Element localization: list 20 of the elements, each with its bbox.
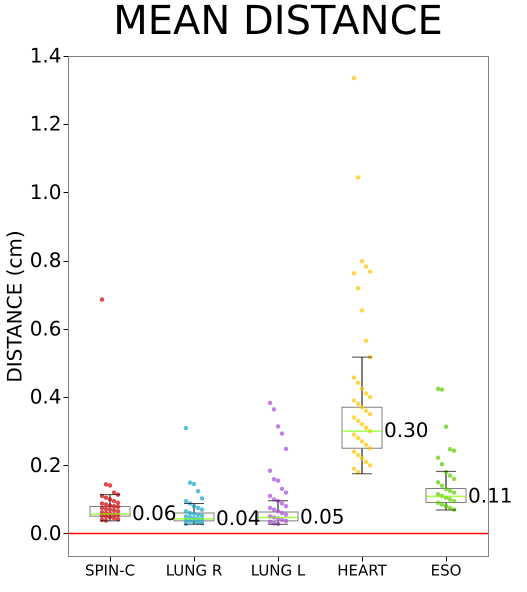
- y-tick-label: 1.4: [30, 44, 62, 68]
- annotation: 0.04: [216, 506, 261, 530]
- y-tick-label: 1.2: [30, 112, 62, 136]
- chart-title: MEAN DISTANCE: [113, 0, 443, 44]
- annotation: 0.30: [384, 418, 429, 442]
- x-tick-label: SPIN-C: [84, 562, 136, 580]
- y-tick-label: 1.0: [30, 180, 62, 204]
- y-axis-title: DISTANCE (cm): [2, 230, 27, 383]
- annotation: 0.11: [468, 483, 513, 508]
- y-tick-label: 0.6: [30, 316, 62, 340]
- y-tick-label: 0.2: [30, 452, 62, 477]
- y-tick-label: 0.4: [30, 384, 62, 409]
- x-tick-label: LUNG R: [166, 562, 222, 580]
- y-tick-label: 0.0: [30, 520, 62, 545]
- annotation: 0.06: [132, 501, 177, 526]
- annotation: 0.05: [300, 504, 345, 528]
- x-tick-label: LUNG L: [250, 562, 306, 580]
- x-tick-label: HEART: [337, 562, 388, 580]
- y-tick-label: 0.8: [30, 248, 62, 272]
- x-tick-label: ESO: [430, 562, 462, 580]
